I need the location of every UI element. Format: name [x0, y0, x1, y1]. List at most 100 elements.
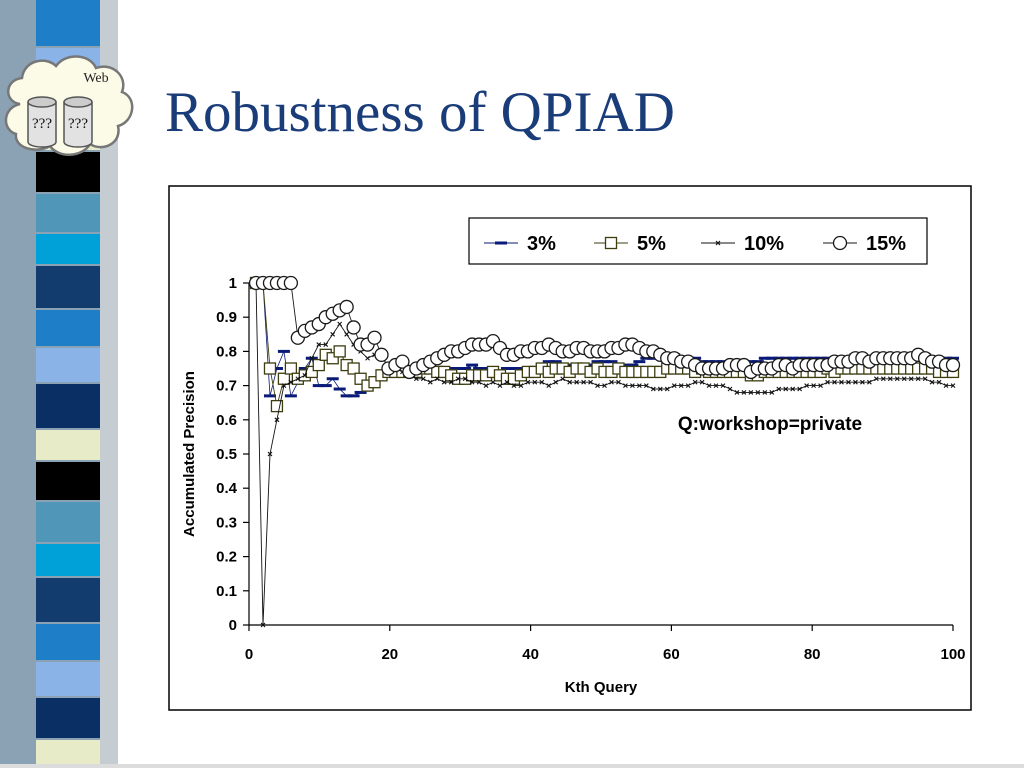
- data-point: [330, 331, 336, 337]
- data-point: [671, 383, 677, 388]
- data-point: [832, 379, 837, 385]
- data-point: [413, 376, 419, 382]
- data-point: [263, 362, 277, 375]
- chart-annotation: Q:workshop=private: [678, 414, 862, 435]
- data-point: [518, 383, 524, 388]
- y-tick-label: 0.9: [216, 309, 237, 326]
- data-point: [274, 417, 280, 423]
- legend-entry: 3%: [484, 233, 556, 255]
- data-point: [797, 386, 803, 392]
- stripe-block: [36, 194, 100, 232]
- data-point: [302, 372, 308, 378]
- data-point: [427, 379, 433, 385]
- x-tick-label: 60: [663, 646, 680, 663]
- data-point: [887, 376, 893, 382]
- data-point: [699, 379, 705, 385]
- data-point: [908, 376, 914, 382]
- data-point: [309, 355, 315, 361]
- data-point: [284, 362, 298, 375]
- data-point: [706, 383, 712, 388]
- footer-divider: [0, 764, 1024, 768]
- data-point: [347, 362, 360, 375]
- stripe-block: [36, 544, 100, 576]
- data-point: [469, 379, 475, 385]
- data-point: [664, 386, 670, 392]
- data-point: [337, 321, 343, 327]
- data-point: [553, 379, 559, 385]
- legend-label: 3%: [527, 233, 556, 255]
- data-point: [804, 383, 810, 388]
- data-point: [901, 376, 907, 382]
- data-point: [483, 383, 489, 388]
- data-point: [595, 383, 600, 388]
- data-point: [692, 379, 698, 385]
- data-point: [623, 383, 628, 388]
- data-point: [339, 299, 354, 315]
- legend-marker: [832, 235, 848, 251]
- legend-label: 10%: [744, 233, 784, 255]
- y-tick-label: 0.4: [216, 480, 238, 497]
- data-point: [713, 383, 719, 388]
- data-point: [567, 379, 573, 385]
- data-point: [880, 376, 886, 382]
- data-point: [846, 379, 851, 385]
- data-point: [462, 376, 468, 382]
- data-point: [616, 379, 621, 385]
- data-point: [539, 379, 545, 385]
- data-point: [288, 379, 294, 385]
- data-point: [295, 376, 301, 382]
- data-point: [727, 386, 733, 392]
- x-tick-label: 80: [804, 646, 821, 663]
- data-point: [945, 357, 961, 373]
- stripe-block: [36, 384, 100, 428]
- data-point: [650, 386, 656, 392]
- data-point: [532, 379, 538, 385]
- y-tick-label: 1: [229, 275, 237, 292]
- data-point: [581, 379, 586, 385]
- stripe-block: [36, 662, 100, 696]
- data-point: [866, 379, 872, 385]
- data-point: [755, 390, 761, 395]
- legend-marker: [604, 236, 618, 250]
- data-point: [839, 379, 844, 385]
- data-point: [894, 376, 900, 382]
- x-tick-label: 100: [940, 646, 965, 663]
- stripe-block: [36, 462, 100, 500]
- legend-label: 5%: [637, 233, 666, 255]
- data-point: [943, 383, 949, 388]
- data-point: [588, 379, 593, 385]
- chart-frame: [168, 185, 972, 711]
- data-point: [434, 376, 440, 382]
- data-point: [818, 383, 823, 388]
- data-point: [657, 386, 663, 392]
- y-tick-label: 0.3: [216, 514, 237, 531]
- data-point: [602, 383, 607, 388]
- data-point: [950, 383, 956, 388]
- data-point: [312, 358, 325, 372]
- data-point: [368, 376, 381, 389]
- data-point: [504, 379, 510, 385]
- legend-entry: 5%: [594, 233, 666, 255]
- slide-title: Robustness of QPIAD: [165, 81, 675, 144]
- data-point: [685, 383, 691, 388]
- data-point: [267, 451, 273, 457]
- stripe-block: [36, 310, 100, 346]
- logo-db-right-label: ???: [68, 116, 88, 132]
- data-point: [316, 342, 322, 347]
- data-point: [636, 383, 642, 388]
- data-point: [365, 355, 370, 361]
- data-point: [395, 354, 410, 369]
- data-point: [748, 390, 754, 395]
- stripe-block: [36, 152, 100, 192]
- web-database-logo: Web ??? ???: [4, 55, 134, 156]
- data-point: [783, 386, 789, 392]
- data-point: [860, 379, 865, 385]
- y-tick-label: 0.5: [216, 446, 237, 463]
- data-point: [367, 330, 382, 345]
- stripe-block: [36, 0, 100, 46]
- data-point: [762, 390, 768, 395]
- data-point: [873, 376, 879, 382]
- data-point: [922, 376, 928, 382]
- data-point: [281, 383, 287, 388]
